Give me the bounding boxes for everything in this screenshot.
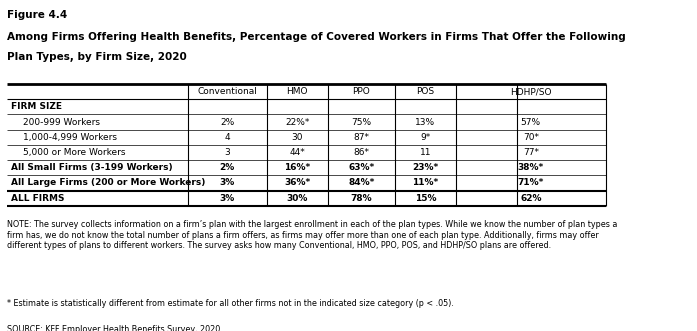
Text: SOURCE: KFF Employer Health Benefits Survey, 2020: SOURCE: KFF Employer Health Benefits Sur… <box>8 325 221 331</box>
Text: NOTE: The survey collects information on a firm’s plan with the largest enrollme: NOTE: The survey collects information on… <box>8 220 618 250</box>
Text: 44*: 44* <box>289 148 305 157</box>
Text: 3%: 3% <box>220 194 235 203</box>
Text: ALL FIRMS: ALL FIRMS <box>10 194 64 203</box>
Text: 87*: 87* <box>353 133 369 142</box>
Text: 4: 4 <box>224 133 230 142</box>
Text: 16%*: 16%* <box>284 163 310 172</box>
Text: 3%: 3% <box>220 178 235 187</box>
Text: 200-999 Workers: 200-999 Workers <box>23 118 100 126</box>
Text: Among Firms Offering Health Benefits, Percentage of Covered Workers in Firms Tha: Among Firms Offering Health Benefits, Pe… <box>8 32 626 42</box>
Text: Conventional: Conventional <box>197 87 257 96</box>
Text: 9*: 9* <box>420 133 431 142</box>
Text: All Small Firms (3-199 Workers): All Small Firms (3-199 Workers) <box>10 163 172 172</box>
Text: * Estimate is statistically different from estimate for all other firms not in t: * Estimate is statistically different fr… <box>8 299 454 307</box>
Text: Plan Types, by Firm Size, 2020: Plan Types, by Firm Size, 2020 <box>8 52 187 62</box>
Text: 78%: 78% <box>351 194 372 203</box>
Text: POS: POS <box>416 87 434 96</box>
Text: 84%*: 84%* <box>348 178 374 187</box>
Text: 23%*: 23%* <box>413 163 438 172</box>
Text: HMO: HMO <box>286 87 308 96</box>
Text: 75%: 75% <box>351 118 372 126</box>
Text: 77*: 77* <box>523 148 539 157</box>
Text: 2%: 2% <box>220 163 235 172</box>
Text: 86*: 86* <box>353 148 369 157</box>
Text: 11%*: 11%* <box>413 178 438 187</box>
Text: 15%: 15% <box>415 194 436 203</box>
Text: 36%*: 36%* <box>284 178 310 187</box>
Text: 38%*: 38%* <box>518 163 544 172</box>
Text: 3: 3 <box>224 148 230 157</box>
Text: 70*: 70* <box>523 133 539 142</box>
Text: FIRM SIZE: FIRM SIZE <box>10 102 61 111</box>
Text: 62%: 62% <box>520 194 542 203</box>
Text: 22%*: 22%* <box>285 118 309 126</box>
Text: 71%*: 71%* <box>518 178 544 187</box>
Text: 5,000 or More Workers: 5,000 or More Workers <box>23 148 125 157</box>
Text: 63%*: 63%* <box>348 163 374 172</box>
Text: 30%: 30% <box>286 194 308 203</box>
Text: 57%: 57% <box>521 118 541 126</box>
Text: 1,000-4,999 Workers: 1,000-4,999 Workers <box>23 133 116 142</box>
Text: HDHP/SO: HDHP/SO <box>510 87 551 96</box>
Text: Figure 4.4: Figure 4.4 <box>8 10 68 20</box>
Text: 13%: 13% <box>415 118 436 126</box>
Text: PPO: PPO <box>353 87 370 96</box>
Text: 11: 11 <box>420 148 431 157</box>
Text: 30: 30 <box>291 133 303 142</box>
Text: All Large Firms (200 or More Workers): All Large Firms (200 or More Workers) <box>10 178 205 187</box>
Text: 2%: 2% <box>220 118 234 126</box>
